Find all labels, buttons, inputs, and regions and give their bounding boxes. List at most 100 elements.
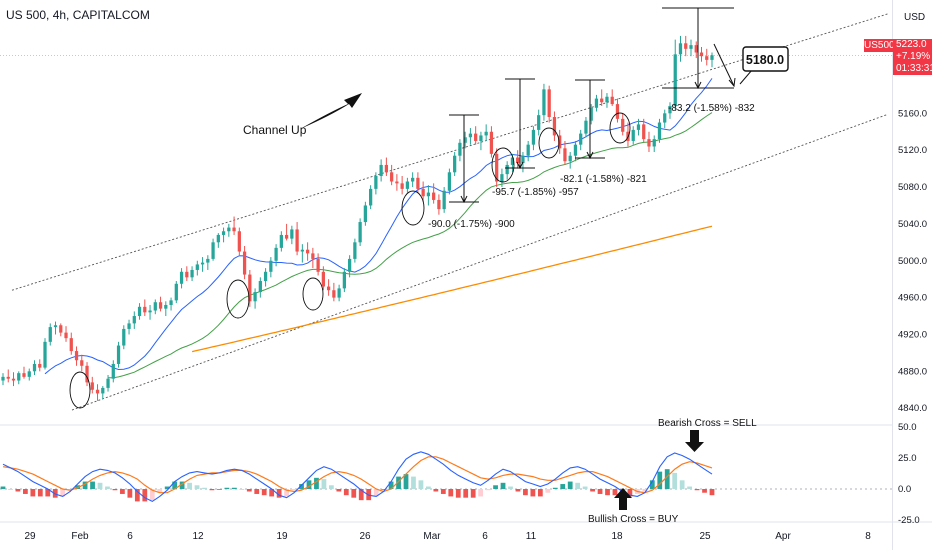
candle (605, 93, 609, 108)
target-pointer (739, 69, 753, 85)
price-tick-label: 5160.0 (898, 108, 927, 119)
candle (621, 113, 625, 136)
macd-histogram-bar (523, 489, 528, 496)
macd-histogram-bar (8, 489, 13, 490)
candle (432, 183, 436, 204)
macd-histogram-bar (314, 477, 319, 489)
macd-histogram-bar (284, 489, 289, 497)
candle (705, 48, 709, 66)
candle-body (705, 56, 709, 60)
macd-histogram-bar (582, 486, 588, 489)
macd-histogram-bar (15, 489, 21, 492)
candle (6, 369, 10, 383)
candle (374, 172, 378, 195)
candle-body (295, 229, 299, 252)
candle-body (379, 164, 383, 176)
candle (174, 281, 178, 304)
macd-histogram-bar (649, 480, 655, 489)
candle-body (573, 144, 578, 156)
candle (111, 360, 115, 383)
candle-body (694, 45, 698, 53)
candle-body (316, 258, 320, 272)
grid-layer (0, 424, 932, 523)
candle-body (390, 172, 394, 182)
candle-body (148, 310, 152, 313)
macd-histogram-bar (470, 489, 476, 498)
price-tick-label: 5120.0 (898, 145, 927, 156)
candle (379, 159, 383, 182)
candle-body (610, 96, 614, 105)
candle (363, 201, 368, 226)
candle-body (111, 363, 115, 379)
macd-histogram-bar (321, 479, 327, 489)
macd-histogram-bar (246, 489, 252, 492)
candle-body (300, 249, 304, 252)
candle (442, 187, 446, 213)
symbol-title[interactable]: US 500, 4h, CAPITALCOM (6, 8, 150, 22)
candle-body (164, 304, 168, 309)
candle (353, 238, 357, 263)
candle-body (221, 231, 226, 235)
candle (600, 89, 604, 106)
channel-label: Channel Up (243, 123, 307, 137)
drop-measure: -82.1 (-1.58%) -821 (560, 79, 647, 185)
candle (531, 126, 536, 151)
candle-body (95, 389, 100, 394)
candle-body (337, 288, 341, 298)
candle (179, 268, 184, 289)
macd-histogram-bar (134, 489, 140, 502)
drop-label: -90.0 (-1.75%) -900 (428, 219, 515, 230)
candle-body (363, 205, 368, 223)
macd-histogram-bar (358, 489, 364, 501)
candle-body (169, 300, 173, 305)
candle (537, 109, 541, 136)
macd-histogram-bar (90, 481, 95, 489)
candle-body (521, 155, 525, 164)
candle-body (516, 157, 520, 164)
candle-body (116, 345, 121, 364)
time-tick-label: Apr (775, 531, 791, 542)
time-tick-label: 18 (611, 531, 623, 542)
time-tick-label: 29 (24, 531, 36, 542)
candle (505, 161, 509, 180)
candle-body (505, 164, 509, 175)
macd-signal-line (2, 456, 713, 494)
drop-label: -83.2 (-1.58%) -832 (668, 103, 755, 114)
candle (358, 218, 362, 247)
candle-body (143, 306, 147, 313)
macd-tick-label: 25.0 (898, 453, 917, 464)
macd-histogram-bar (239, 489, 245, 490)
candle-body (558, 135, 562, 149)
candle (122, 325, 126, 350)
candle (253, 288, 257, 309)
macd-histogram-bar (679, 480, 685, 489)
macd-histogram-bar (120, 489, 125, 494)
currency-label[interactable]: USD (904, 12, 926, 23)
candle-body (347, 258, 352, 272)
candle-body (64, 332, 68, 339)
candle-body (211, 242, 215, 259)
candle (594, 94, 599, 112)
drop-arrowhead (460, 195, 468, 204)
macd-histogram-bar (112, 489, 118, 491)
macd-histogram-bar (545, 489, 551, 493)
candle-body (326, 286, 331, 291)
candle-body (284, 234, 289, 239)
candle (95, 384, 100, 401)
macd-histogram-bar (217, 489, 222, 490)
macd-histogram-bar (172, 481, 178, 489)
candle (185, 266, 189, 282)
pullback-circle (491, 147, 515, 183)
candle (137, 303, 142, 320)
candle (227, 223, 231, 237)
macd-histogram-bar (291, 489, 297, 491)
drop-measure: -95.7 (-1.85%) -957 (492, 78, 579, 198)
macd-tick-label: 50.0 (898, 422, 917, 433)
candle (558, 129, 562, 154)
macd-histogram-bar (164, 486, 170, 489)
pullback-circle (302, 277, 324, 311)
candle (85, 362, 89, 387)
macd-histogram-bar (709, 489, 715, 496)
